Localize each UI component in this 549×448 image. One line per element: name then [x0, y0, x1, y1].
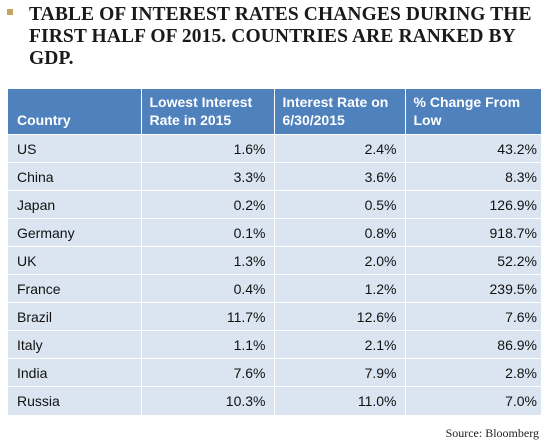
cell-pct-change: 126.9% [404, 190, 541, 219]
table-body: US 1.6% 2.4% 43.2% China 3.3% 3.6% 8.3% Japan 0.2… [8, 134, 541, 415]
cell-country: US [8, 134, 141, 163]
cell-pct-change: 86.9% [404, 330, 541, 359]
cell-pct-change: 52.2% [404, 246, 541, 275]
table-header-row: Country Lowest Interest Rate in 2015 Int… [8, 89, 541, 135]
column-header-lowest-rate: Lowest Interest Rate in 2015 [140, 89, 274, 135]
column-header-country: Country [8, 89, 141, 135]
cell-rate-6-30: 12.6% [273, 302, 405, 331]
cell-pct-change: 918.7% [404, 218, 541, 247]
cell-rate-6-30: 1.2% [273, 274, 405, 303]
cell-country: Russia [8, 386, 141, 415]
cell-lowest-rate: 0.2% [140, 190, 274, 219]
cell-lowest-rate: 1.1% [140, 330, 274, 359]
cell-lowest-rate: 1.3% [140, 246, 274, 275]
table-row: Brazil 11.7% 12.6% 7.6% [8, 302, 541, 331]
cell-rate-6-30: 2.1% [273, 330, 405, 359]
table-row: Germany 0.1% 0.8% 918.7% [8, 218, 541, 247]
cell-pct-change: 7.6% [404, 302, 541, 331]
cell-rate-6-30: 2.0% [273, 246, 405, 275]
cell-pct-change: 239.5% [404, 274, 541, 303]
source-note: Source: Bloomberg [445, 426, 539, 440]
table-row: France 0.4% 1.2% 239.5% [8, 274, 541, 303]
cell-country: India [8, 358, 141, 387]
cell-rate-6-30: 2.4% [273, 134, 405, 163]
cell-rate-6-30: 3.6% [273, 162, 405, 191]
column-header-rate-6-30: Interest Rate on 6/30/2015 [273, 89, 405, 135]
cell-pct-change: 43.2% [404, 134, 541, 163]
cell-country: UK [8, 246, 141, 275]
cell-rate-6-30: 0.5% [273, 190, 405, 219]
column-header-pct-change: % Change From Low [404, 89, 541, 135]
cell-lowest-rate: 3.3% [140, 162, 274, 191]
cell-pct-change: 2.8% [404, 358, 541, 387]
table-row: Russia 10.3% 11.0% 7.0% [8, 386, 541, 415]
title-block: TABLE OF INTEREST RATES CHANGES DURING T… [7, 4, 543, 70]
cell-lowest-rate: 10.3% [140, 386, 274, 415]
cell-lowest-rate: 7.6% [140, 358, 274, 387]
cell-pct-change: 7.0% [404, 386, 541, 415]
table-row: Italy 1.1% 2.1% 86.9% [8, 330, 541, 359]
table-row: UK 1.3% 2.0% 52.2% [8, 246, 541, 275]
cell-rate-6-30: 11.0% [273, 386, 405, 415]
table-title: TABLE OF INTEREST RATES CHANGES DURING T… [29, 4, 532, 69]
cell-country: Japan [8, 190, 141, 219]
table-row: China 3.3% 3.6% 8.3% [8, 162, 541, 191]
cell-country: Brazil [8, 302, 141, 331]
cell-lowest-rate: 0.1% [140, 218, 274, 247]
cell-rate-6-30: 0.8% [273, 218, 405, 247]
cell-pct-change: 8.3% [404, 162, 541, 191]
cell-country: China [8, 162, 141, 191]
table-row: India 7.6% 7.9% 2.8% [8, 358, 541, 387]
square-bullet-icon [7, 9, 13, 15]
cell-country: France [8, 274, 141, 303]
cell-lowest-rate: 1.6% [140, 134, 274, 163]
table-row: Japan 0.2% 0.5% 126.9% [8, 190, 541, 219]
cell-country: Germany [8, 218, 141, 247]
cell-country: Italy [8, 330, 141, 359]
table-row: US 1.6% 2.4% 43.2% [8, 134, 541, 163]
interest-rate-table: Country Lowest Interest Rate in 2015 Int… [8, 89, 541, 415]
cell-rate-6-30: 7.9% [273, 358, 405, 387]
cell-lowest-rate: 11.7% [140, 302, 274, 331]
cell-lowest-rate: 0.4% [140, 274, 274, 303]
